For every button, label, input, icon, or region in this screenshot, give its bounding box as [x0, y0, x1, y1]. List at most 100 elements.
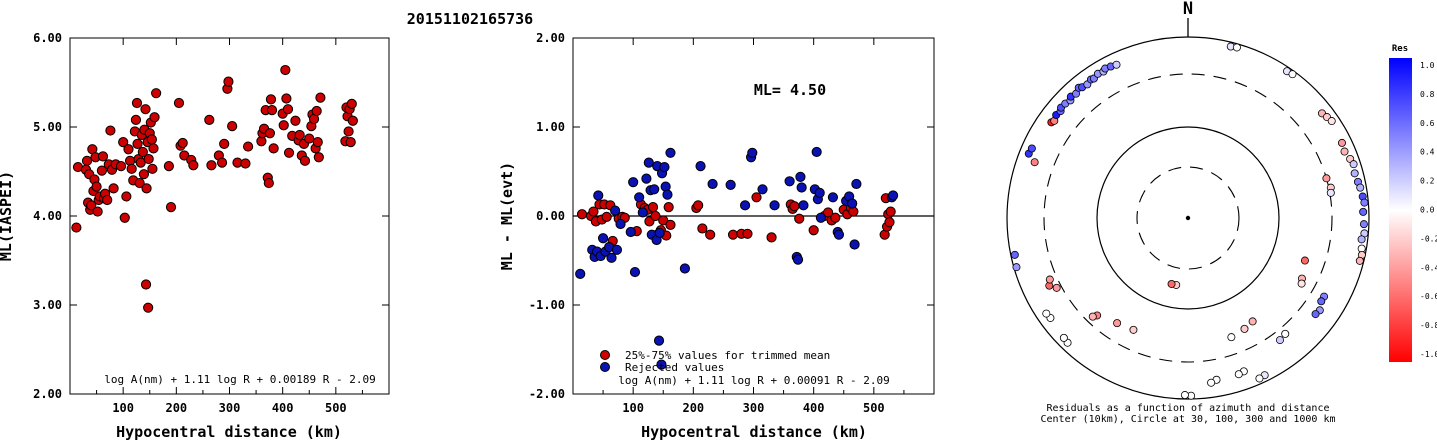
ml-station-point: [216, 157, 228, 168]
center-marker: [1185, 215, 1191, 221]
residual-point: [766, 232, 777, 243]
polar-point: [1088, 312, 1097, 321]
residual-point: [727, 229, 739, 240]
ring-30km: [1136, 166, 1240, 270]
ml-station-point: [304, 133, 315, 144]
ml-station-point: [96, 165, 108, 176]
colorbar-label: 0.8: [1420, 90, 1435, 99]
event-magnitude-annotation: ML= 4.50: [754, 81, 826, 99]
ml-station-point: [86, 200, 97, 211]
ml-station-point: [265, 94, 277, 105]
ml-station-point: [151, 88, 162, 99]
ml-station-point: [345, 137, 356, 148]
polar-point: [1357, 235, 1366, 244]
ml-station-point: [281, 93, 292, 104]
ml-station-ytick-label: 3.00: [33, 298, 62, 312]
residual-point: [742, 228, 753, 239]
polar-point: [1311, 310, 1320, 319]
ml-station-xtick-label: 100: [112, 401, 134, 415]
ml-station-point: [92, 206, 103, 217]
ml-station-point: [102, 194, 113, 206]
ml-station-point: [177, 137, 188, 149]
residual-xtick-label: 300: [743, 401, 765, 415]
ml-station-point: [280, 64, 291, 76]
ml-station-point: [206, 160, 217, 171]
polar-point: [1227, 333, 1236, 342]
ml-station-point: [134, 177, 145, 189]
residual-point: [789, 201, 800, 212]
polar-point: [1180, 391, 1189, 400]
ml-station-point: [278, 120, 289, 131]
residual-point: [597, 233, 609, 244]
polar-point: [1360, 198, 1369, 207]
residual-point: [784, 176, 795, 187]
residual-chart-xlabel: Hypocentral distance (km): [641, 423, 867, 441]
polar-point: [1327, 117, 1336, 126]
ml-station-point: [126, 163, 137, 174]
residual-ytick-label: -1.00: [529, 298, 565, 312]
ml-station-point: [204, 114, 215, 125]
polar-point: [1359, 207, 1368, 216]
residual-point: [795, 171, 806, 182]
residual-chart-ticks: 100 200 300 400 500 -2.00 -1.00 0.00 1.00 2.00: [529, 31, 934, 415]
polar-point: [1059, 333, 1068, 342]
ml-station-ytick-label: 2.00: [33, 387, 62, 401]
residual-point: [798, 200, 809, 211]
ml-station-ytick-label: 4.00: [33, 209, 62, 223]
residual-point: [769, 200, 780, 211]
ml-station-point: [219, 138, 230, 150]
ml-station-point: [149, 112, 160, 123]
polar-point: [1300, 256, 1309, 265]
ml-station-point: [138, 169, 150, 180]
ml-station-point: [268, 143, 279, 154]
north-label: N: [1183, 0, 1193, 19]
ml-station-point: [315, 92, 326, 103]
ml-station-point: [118, 137, 129, 148]
residual-point: [830, 212, 841, 223]
polar-point: [1167, 279, 1176, 288]
ring-100km: [1096, 126, 1280, 310]
polar-point: [1340, 147, 1349, 156]
ml-station-point: [240, 158, 251, 169]
residual-xtick-label: 200: [682, 401, 704, 415]
ml-station-point: [282, 104, 294, 115]
residual-point: [588, 206, 599, 217]
left-chart-xlabel: Hypocentral distance (km): [116, 423, 342, 441]
residual-point: [647, 202, 659, 213]
ml-station-point: [343, 126, 354, 137]
ml-station-point: [264, 128, 276, 139]
residual-point: [601, 211, 612, 222]
residual-point: [808, 225, 819, 236]
colorbar-gradient: [1389, 58, 1412, 362]
residual-point: [611, 244, 623, 255]
ml-station-point: [140, 279, 152, 290]
polar-point: [1255, 374, 1264, 383]
ml-station-point: [137, 146, 148, 158]
polar-points: [1010, 42, 1369, 400]
residual-point: [794, 213, 805, 224]
residual-point: [884, 217, 895, 228]
ml-station-point: [130, 114, 142, 125]
residual-point: [650, 210, 661, 222]
polar-point: [1232, 43, 1241, 52]
residual-point: [695, 161, 706, 172]
polar-point: [1234, 370, 1243, 379]
residual-point: [885, 206, 896, 217]
figure-title: 20151102165736: [407, 10, 533, 28]
polar-point: [1112, 60, 1121, 69]
residual-xtick-label: 500: [863, 401, 885, 415]
residual-point: [679, 263, 691, 274]
colorbar-label: 0.4: [1420, 148, 1435, 157]
polar-point: [1027, 144, 1036, 153]
residual-point: [747, 147, 758, 158]
residual-point: [814, 187, 825, 198]
residual-point: [606, 252, 617, 263]
colorbar-label: 0.0: [1420, 206, 1435, 215]
ml-station-point: [141, 183, 152, 194]
ml-station-point: [146, 134, 157, 145]
residual-point: [658, 215, 669, 226]
ml-station-point: [346, 98, 357, 109]
ml-station-point: [165, 202, 177, 213]
ml-station-point: [299, 155, 311, 166]
